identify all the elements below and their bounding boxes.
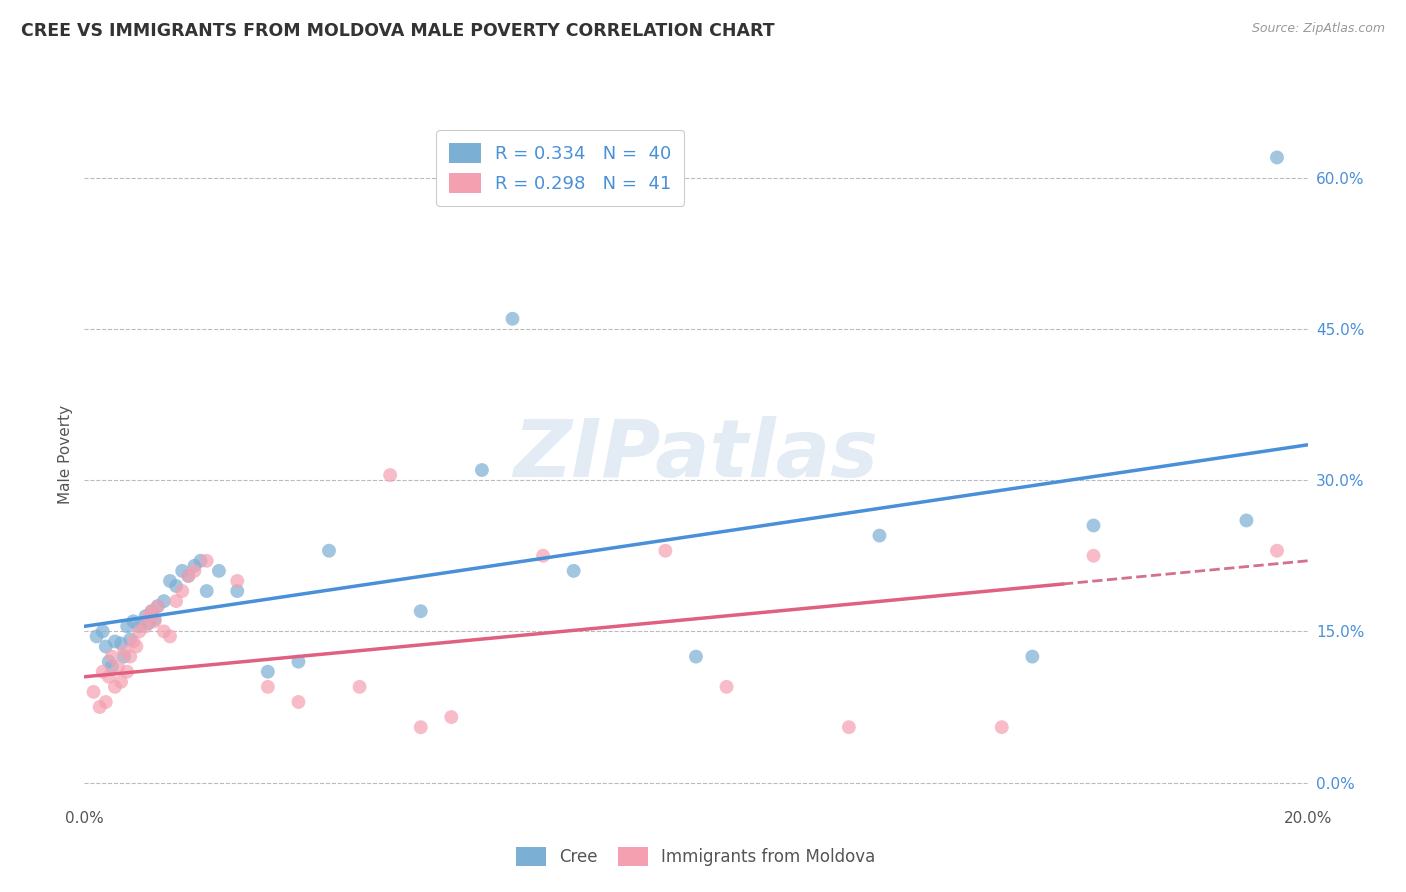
Point (153, 594, 176, 608)
Point (143, 615, 166, 629)
Text: Source: ZipAtlas.com: Source: ZipAtlas.com (1251, 22, 1385, 36)
Point (146, 599, 169, 614)
Point (991, 720, 1014, 734)
Point (122, 634, 145, 648)
Point (83, 685, 105, 699)
Point (128, 619, 150, 633)
Point (153, 624, 176, 639)
Point (128, 624, 150, 639)
Point (86, 629, 108, 643)
Point (531, 549, 554, 563)
Point (838, 720, 860, 734)
Point (195, 554, 218, 568)
Point (94, 695, 117, 709)
Point (226, 574, 249, 588)
Text: CREE VS IMMIGRANTS FROM MOLDOVA MALE POVERTY CORRELATION CHART: CREE VS IMMIGRANTS FROM MOLDOVA MALE POV… (21, 22, 775, 40)
Text: ZIPatlas: ZIPatlas (513, 416, 879, 494)
Point (409, 720, 432, 734)
Point (165, 579, 187, 593)
Point (94, 640, 117, 654)
Point (141, 604, 163, 618)
Point (502, 311, 524, 326)
Point (159, 629, 181, 643)
Point (125, 640, 148, 654)
Point (183, 558, 205, 573)
Point (1083, 518, 1105, 533)
Point (146, 599, 169, 614)
Point (138, 616, 160, 631)
Point (165, 594, 187, 608)
Point (101, 659, 124, 673)
Point (685, 649, 707, 664)
Point (91, 624, 114, 639)
Point (104, 634, 127, 648)
Point (183, 564, 205, 578)
Point (97, 670, 120, 684)
Point (138, 609, 160, 624)
Point (135, 619, 157, 633)
Point (177, 569, 200, 583)
Y-axis label: Male Poverty: Male Poverty (58, 405, 73, 505)
Point (172, 584, 194, 599)
Point (135, 609, 157, 624)
Point (115, 665, 138, 679)
Point (471, 463, 494, 477)
Point (716, 680, 738, 694)
Point (869, 528, 891, 542)
Point (110, 636, 132, 650)
Point (107, 659, 129, 673)
Point (287, 695, 309, 709)
Point (562, 564, 585, 578)
Point (101, 649, 124, 664)
Point (159, 574, 181, 588)
Point (143, 612, 166, 626)
Legend: Cree, Immigrants from Moldova: Cree, Immigrants from Moldova (505, 836, 887, 878)
Point (1265, 543, 1288, 558)
Point (89, 700, 111, 714)
Point (112, 644, 135, 658)
Point (1265, 151, 1288, 165)
Point (654, 543, 676, 558)
Point (115, 619, 138, 633)
Point (440, 710, 463, 724)
Point (257, 665, 280, 679)
Point (1236, 513, 1258, 527)
Point (318, 543, 340, 558)
Point (120, 649, 142, 664)
Point (380, 468, 402, 483)
Point (195, 584, 218, 599)
Point (208, 564, 231, 578)
Point (122, 615, 145, 629)
Point (226, 584, 249, 599)
Point (172, 564, 194, 578)
Point (287, 655, 309, 669)
Point (141, 604, 163, 618)
Point (120, 632, 142, 647)
Point (1021, 649, 1043, 664)
Point (91, 665, 114, 679)
Point (112, 649, 135, 664)
Point (257, 680, 280, 694)
Point (97, 655, 120, 669)
Point (409, 604, 432, 618)
Point (349, 680, 371, 694)
Point (190, 554, 212, 568)
Point (104, 680, 127, 694)
Point (177, 569, 200, 583)
Point (1083, 549, 1105, 563)
Point (110, 674, 132, 689)
